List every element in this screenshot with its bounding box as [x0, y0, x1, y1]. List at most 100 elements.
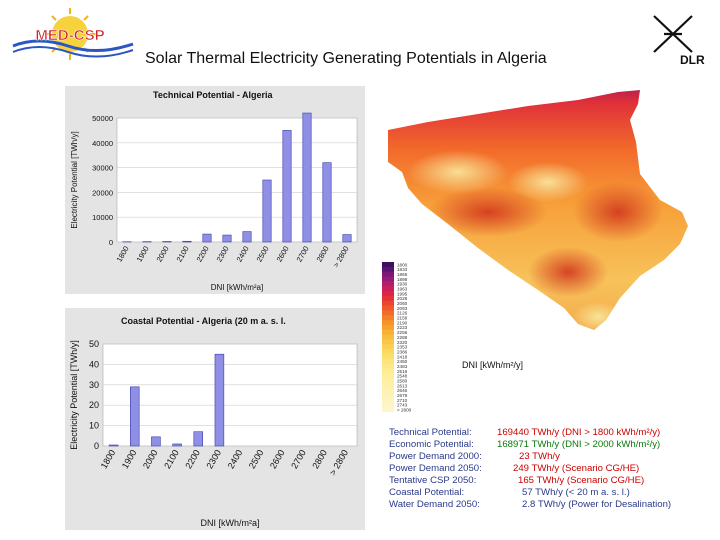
legend-swatch [382, 339, 394, 345]
legend-value: 2418 [397, 354, 408, 359]
bar [342, 234, 352, 243]
stat-row: Economic Potential: 168971 TWh/y (DNI > 2… [389, 439, 671, 451]
y-tick-label: 30 [89, 380, 99, 390]
stat-label: Water Demand 2050: [389, 499, 480, 510]
legend-value: 2613 [397, 383, 408, 388]
stat-value: 249 TWh/y (Scenario CG/HE) [513, 463, 640, 474]
stat-label: Power Demand 2050: [389, 463, 482, 474]
legend-value: 2223 [397, 325, 408, 330]
legend-swatch [382, 320, 394, 326]
legend-value: 2093 [397, 306, 408, 311]
legend-value: 1963 [397, 287, 408, 292]
legend-swatch [382, 353, 394, 360]
plot-area [102, 343, 358, 447]
stat-value: 165 TWh/y (Scenario CG/HE) [518, 475, 645, 486]
bar [302, 112, 312, 243]
legend-swatch [382, 286, 394, 292]
legend-swatch [382, 344, 394, 350]
y-tick-label: 50000 [92, 114, 113, 123]
legend-value: 1865 [397, 272, 408, 277]
legend-value: 2256 [397, 330, 408, 335]
technical-potential-svg: Technical Potential - Algeria 0 10000 20000… [65, 86, 365, 294]
legend-value: 2353 [397, 345, 408, 350]
y-tick-label: 30000 [92, 164, 113, 173]
bar [214, 353, 225, 447]
stat-value: 23 TWh/y [519, 451, 560, 462]
y-tick-label: 40000 [92, 139, 113, 148]
x-axis-label: DNI [kWh/m²a] [200, 518, 259, 528]
bar [130, 386, 140, 447]
dlr-logo: DLR [653, 15, 705, 67]
legend-swatch [382, 271, 394, 278]
legend-swatch [382, 291, 394, 297]
legend-value: 2158 [397, 316, 408, 321]
y-tick-label: 50 [89, 339, 99, 349]
legend-swatch [382, 363, 394, 369]
stats-list: Technical Potential: 169440 TWh/y (DNI > … [389, 427, 671, 511]
legend-swatch [382, 329, 394, 336]
legend-value: 2516 [397, 369, 408, 374]
legend-swatch [382, 382, 394, 389]
stat-value: 168971 TWh/y (DNI > 2000 kWh/m²/y) [497, 439, 661, 450]
legend-swatch [382, 281, 394, 287]
legend-swatch [382, 334, 394, 340]
legend-swatch [382, 276, 394, 282]
legend-swatch [382, 305, 394, 311]
legend-swatch [382, 397, 394, 403]
bar [222, 234, 232, 243]
stat-row: Technical Potential: 169440 TWh/y (DNI > … [389, 427, 671, 439]
bar [182, 240, 192, 243]
stat-value: 169440 TWh/y (DNI > 1800 kWh/m²/y) [497, 427, 661, 438]
legend-swatch [382, 324, 394, 331]
legend-swatch [382, 373, 394, 379]
dni-legend-svg: 1800183318651898193019631995202820602093… [382, 262, 412, 413]
legend-value: 1898 [397, 277, 408, 282]
legend-value: 1995 [397, 291, 408, 296]
legend-value: 2028 [397, 296, 408, 301]
bar [262, 179, 272, 243]
legend-value: 2320 [397, 340, 408, 345]
bar [202, 233, 212, 243]
legend-value: 2743 [397, 403, 408, 408]
y-tick-label: 10 [89, 421, 99, 431]
y-tick-label: 0 [94, 441, 99, 451]
stat-row: Power Demand 2050: 249 TWh/y (Scenario CG… [389, 463, 671, 475]
algeria-dni-map [388, 90, 688, 330]
legend-swatch [382, 387, 394, 394]
stat-label: Economic Potential: [389, 439, 474, 450]
legend-value: 2060 [397, 301, 408, 306]
legend-value: 1833 [397, 267, 408, 272]
dni-legend: 1800 1833 1865 1898 1930 1963 1995 2028 2060 2093… [382, 262, 430, 413]
legend-value: 2483 [397, 364, 408, 369]
y-axis-label: Electricity Potential [TWh/y] [69, 340, 79, 450]
stat-label: Tentative CSP 2050: [389, 475, 477, 486]
y-tick-label: 0 [109, 238, 113, 247]
legend-value: 2710 [397, 398, 408, 403]
stat-row: Tentative CSP 2050: 165 TWh/y (Scenario C… [389, 475, 671, 487]
coastal-potential-svg: Coastal Potential - Algeria (20 m a. s. … [65, 308, 365, 530]
bar [108, 444, 119, 447]
med-csp-logo: MED-CSP [12, 8, 134, 60]
legend-value: 1930 [397, 282, 408, 287]
legend-value: 2288 [397, 335, 408, 340]
legend-swatch [382, 315, 394, 321]
legend-swatch [382, 378, 394, 384]
legend-value: 2678 [397, 393, 408, 398]
legend-swatch [382, 349, 394, 355]
dlr-logo-text: DLR [680, 53, 705, 67]
chart-title: Technical Potential - Algeria [153, 90, 274, 100]
legend-value: > 2800 [397, 408, 412, 413]
y-tick-label: 20000 [92, 188, 113, 197]
legend-value: 2126 [397, 311, 408, 316]
med-csp-logo-text: MED-CSP [35, 27, 104, 44]
legend-swatch [382, 368, 394, 374]
legend-swatch [382, 300, 394, 307]
legend-value: 2548 [397, 374, 408, 379]
stat-row: Water Demand 2050: 2.8 TWh/y (Power for D… [389, 499, 671, 511]
bar [282, 130, 292, 243]
page-title: Solar Thermal Electricity Generating Pot… [145, 50, 547, 67]
legend-swatch [382, 262, 394, 268]
stat-row: Coastal Potential: 57 TWh/y (< 20 m a. s.… [389, 487, 671, 499]
stat-label: Coastal Potential: [389, 487, 465, 498]
legend-swatch [382, 392, 394, 398]
